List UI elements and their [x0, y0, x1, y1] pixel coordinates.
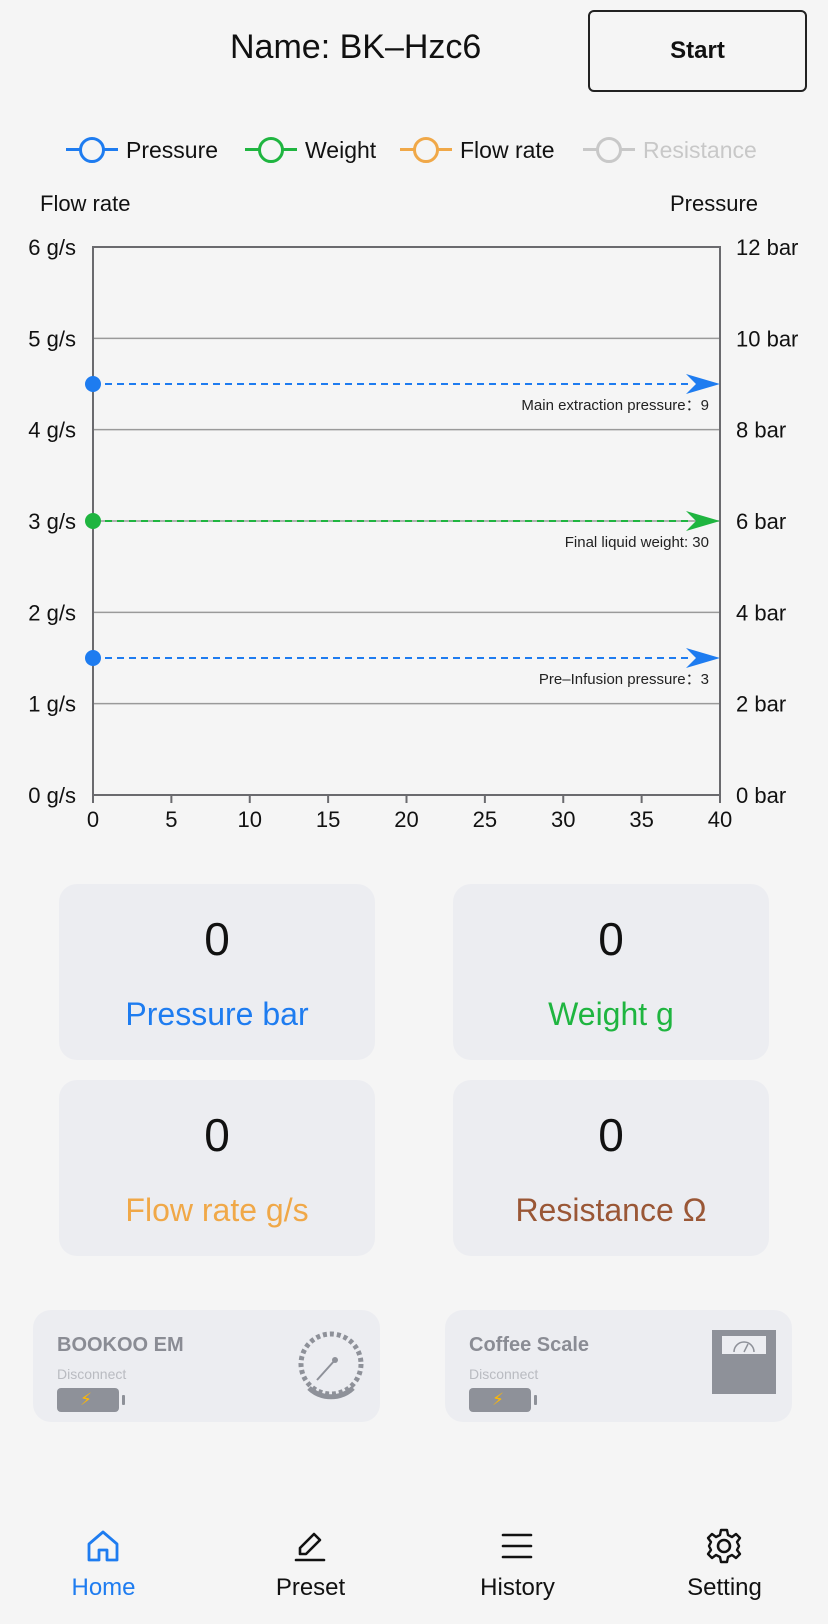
right-tick-label: 8 bar	[736, 418, 786, 443]
flow-rate-value: 0	[204, 1109, 230, 1161]
metric-card-pressure: 0 Pressure bar	[59, 884, 375, 1060]
x-tick-label: 40	[708, 807, 732, 832]
resistance-label: Resistance Ω	[515, 1192, 707, 1228]
chart-legend: Pressure Weight Flow rate Resistance	[0, 130, 828, 170]
device-name: Coffee Scale	[469, 1334, 590, 1356]
right-tick-label: 12 bar	[736, 235, 798, 260]
legend-label: Flow rate	[460, 136, 555, 163]
right-tick-label: 10 bar	[736, 326, 798, 351]
x-tick-label: 20	[394, 807, 418, 832]
gear-icon	[706, 1528, 742, 1564]
target-point	[85, 650, 101, 666]
x-tick-label: 30	[551, 807, 575, 832]
pressure-chart: Flow rate Pressure 0 g/s 0 bar 1 g/s 2 bar 2…	[0, 185, 828, 845]
legend-item-pressure[interactable]: Pressure	[66, 130, 218, 170]
right-tick-label: 2 bar	[736, 692, 786, 717]
legend-item-flow-rate[interactable]: Flow rate	[400, 130, 555, 170]
target-point	[85, 376, 101, 392]
header: Name: BK–Hzc6 Start	[0, 0, 828, 100]
lightning-icon: ⚡	[492, 1390, 504, 1409]
flow-rate-label: Flow rate g/s	[125, 1192, 309, 1228]
tab-history[interactable]: History	[414, 1510, 621, 1624]
target-arrow-icon	[686, 648, 720, 668]
device-status: Disconnect	[469, 1366, 539, 1382]
legend-item-weight[interactable]: Weight	[245, 130, 376, 170]
pressure-label: Pressure bar	[125, 996, 309, 1032]
weight-value: 0	[598, 913, 624, 965]
x-tick-label: 25	[473, 807, 497, 832]
left-tick-label: 5 g/s	[28, 326, 76, 351]
x-tick-label: 10	[238, 807, 262, 832]
start-button[interactable]: Start	[588, 10, 807, 92]
tab-setting[interactable]: Setting	[621, 1510, 828, 1624]
left-tick-label: 3 g/s	[28, 509, 76, 534]
metric-card-weight: 0 Weight g	[453, 884, 769, 1060]
left-tick-label: 4 g/s	[28, 418, 76, 443]
left-tick-label: 0 g/s	[28, 783, 76, 808]
x-tick-label: 5	[165, 807, 177, 832]
tab-home[interactable]: Home	[0, 1510, 207, 1624]
tab-label: Preset	[275, 1574, 346, 1601]
battery-icon: ⚡	[57, 1388, 125, 1412]
legend-marker-icon	[400, 136, 452, 164]
device-name-title: Name: BK–Hzc6	[230, 28, 482, 66]
resistance-value: 0	[598, 1109, 624, 1161]
x-tick-label: 15	[316, 807, 340, 832]
left-tick-label: 2 g/s	[28, 600, 76, 625]
x-tick-label: 0	[87, 807, 99, 832]
weight-label: Weight g	[548, 996, 674, 1032]
left-tick-label: 1 g/s	[28, 692, 76, 717]
right-tick-label: 4 bar	[736, 600, 786, 625]
target-point	[85, 513, 101, 529]
target-arrow-icon	[686, 374, 720, 394]
battery-icon: ⚡	[469, 1388, 537, 1412]
target-label: Pre–Infusion pressure：3	[539, 671, 709, 688]
right-axis-title: Pressure	[670, 191, 759, 216]
chart-plot-area: 0 g/s 0 bar 1 g/s 2 bar 2 g/s 4 bar 3 g/s 6 bar…	[28, 235, 798, 832]
pressure-gauge-icon	[298, 1331, 364, 1400]
legend-label: Pressure	[126, 136, 219, 163]
x-tick-label: 35	[629, 807, 653, 832]
legend-marker-icon	[245, 136, 297, 164]
right-tick-label: 0 bar	[736, 783, 786, 808]
legend-label: Weight	[305, 136, 377, 163]
tab-label: Setting	[687, 1574, 762, 1601]
right-tick-label: 6 bar	[736, 509, 786, 534]
scale-icon	[712, 1330, 776, 1394]
target-label: Main extraction pressure：9	[521, 397, 709, 414]
lightning-icon: ⚡	[80, 1390, 92, 1409]
device-name: BOOKOO EM	[57, 1334, 184, 1356]
left-axis-title: Flow rate	[40, 191, 131, 216]
left-tick-label: 6 g/s	[28, 235, 76, 260]
list-icon	[501, 1533, 533, 1559]
target-label: Final liquid weight: 30	[565, 534, 709, 551]
legend-item-resistance[interactable]: Resistance	[583, 130, 757, 170]
tab-label: History	[480, 1574, 555, 1601]
metric-card-flow-rate: 0 Flow rate g/s	[59, 1080, 375, 1256]
home-icon	[87, 1530, 119, 1562]
legend-marker-icon	[66, 136, 118, 164]
pressure-value: 0	[204, 913, 230, 965]
target-arrow-icon	[686, 511, 720, 531]
tab-label: Home	[71, 1574, 136, 1601]
device-card-coffee-scale[interactable]: Coffee Scale Disconnect ⚡	[445, 1310, 792, 1422]
legend-marker-icon	[583, 136, 635, 164]
metric-card-resistance: 0 Resistance Ω	[453, 1080, 769, 1256]
pencil-icon	[294, 1532, 326, 1562]
bottom-tab-bar: Home Preset History Setting	[0, 1510, 828, 1624]
device-card-bookoo-em[interactable]: BOOKOO EM Disconnect ⚡	[33, 1310, 380, 1422]
legend-label: Resistance	[643, 136, 757, 163]
tab-preset[interactable]: Preset	[207, 1510, 414, 1624]
device-status: Disconnect	[57, 1366, 127, 1382]
